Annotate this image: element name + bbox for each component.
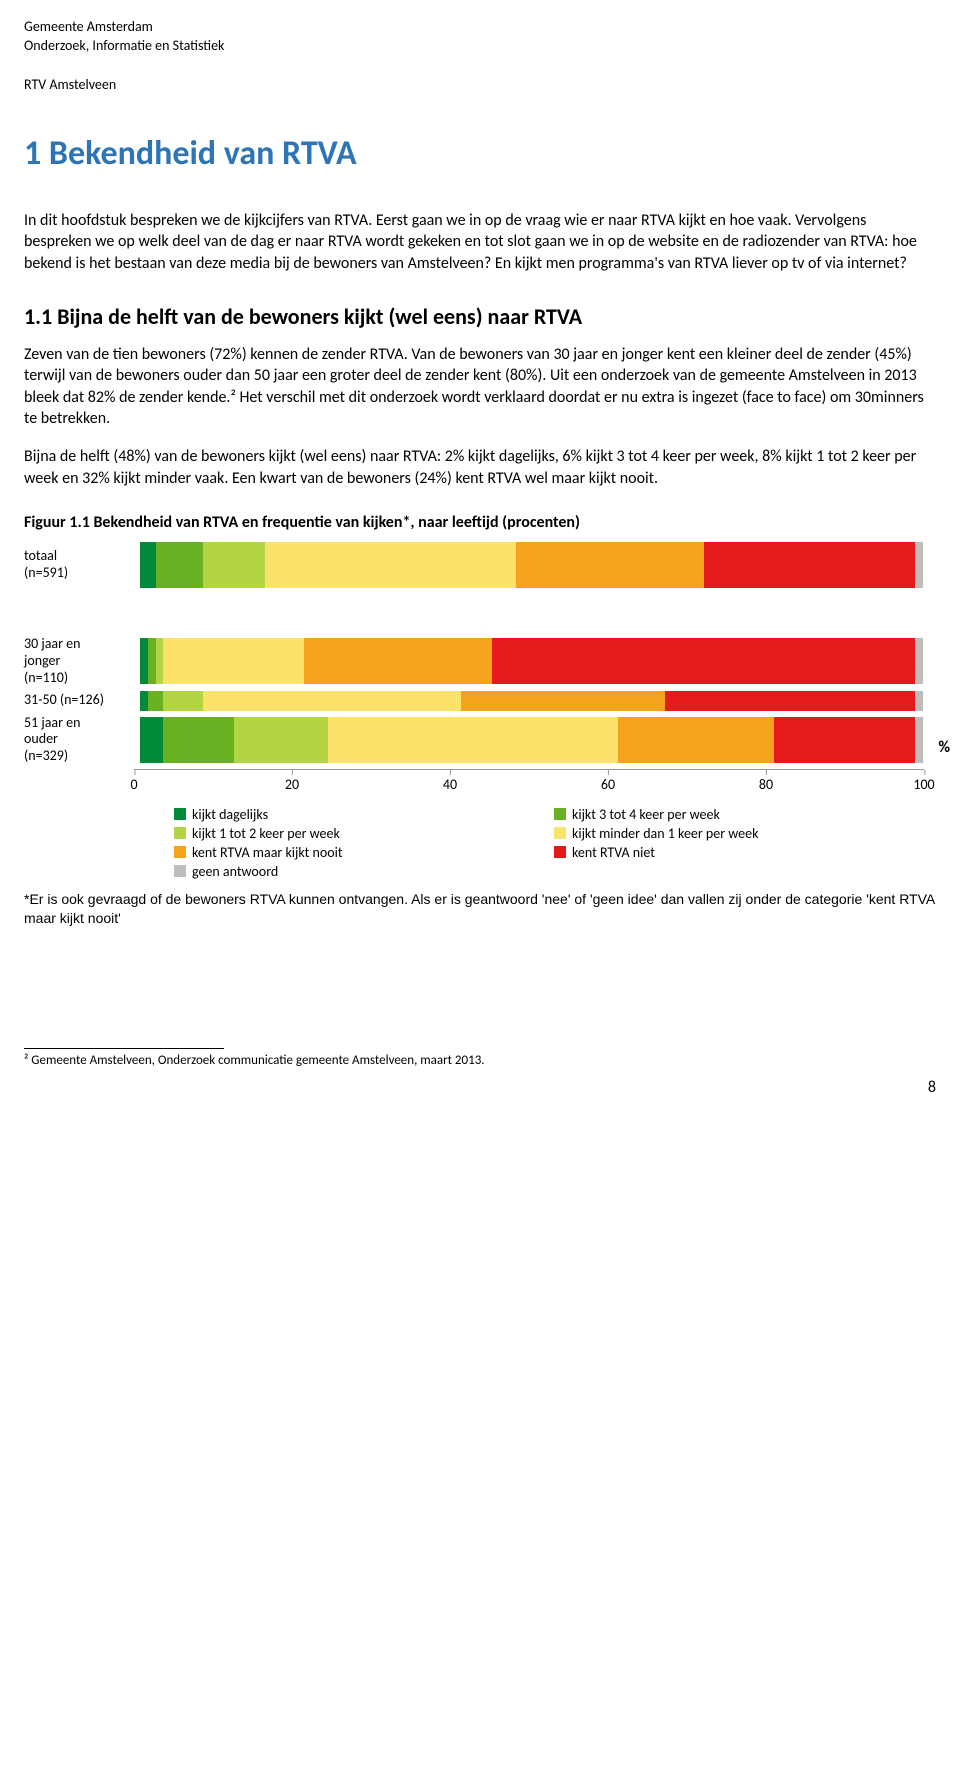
chart-row: 31-50 (n=126) <box>24 691 924 711</box>
legend-swatch <box>554 827 566 839</box>
footnote-text: ² Gemeente Amstelveen, Onderzoek communi… <box>24 1053 936 1068</box>
chart-bar-segment <box>665 691 916 711</box>
chart-bar-track <box>140 542 924 588</box>
chart-row-label: totaal(n=591) <box>24 548 140 582</box>
chart-bar-segment <box>203 542 266 588</box>
chart-bar-segment <box>140 691 148 711</box>
chart-bar-segment <box>148 638 156 684</box>
chart-row: 51 jaar enouder(n=329)% <box>24 715 924 765</box>
axis-tick: 80 <box>759 776 773 793</box>
intro-paragraph-1: In dit hoofdstuk bespreken we de kijkcij… <box>24 210 936 275</box>
legend-label: kent RTVA niet <box>572 844 655 861</box>
chart-bar-segment <box>328 717 618 763</box>
chart-row-label: 51 jaar enouder(n=329) <box>24 715 140 765</box>
legend-label: kijkt minder dan 1 keer per week <box>572 825 758 842</box>
legend-item: kijkt 3 tot 4 keer per week <box>554 806 884 823</box>
legend-swatch <box>554 846 566 858</box>
chart-bar-segment <box>618 717 775 763</box>
chart-bar-segment <box>140 717 163 763</box>
chart-bar-segment <box>516 542 704 588</box>
chart-row: totaal(n=591) <box>24 542 924 588</box>
legend-swatch <box>174 808 186 820</box>
chart-bar-segment <box>140 638 148 684</box>
chart-bar-segment <box>915 691 923 711</box>
legend-label: kent RTVA maar kijkt nooit <box>192 844 343 861</box>
chart-bar-segment <box>774 717 915 763</box>
chart-row: 30 jaar enjonger(n=110) <box>24 636 924 686</box>
page-header: Gemeente Amsterdam Onderzoek, Informatie… <box>24 18 936 56</box>
heading-1-1: 1.1 Bijna de helft van de bewoners kijkt… <box>24 303 936 330</box>
header-line-2: Onderzoek, Informatie en Statistiek <box>24 37 936 56</box>
chart-bar-segment <box>492 638 915 684</box>
axis-tick: 20 <box>285 776 299 793</box>
chart-footnote: *Er is ook gevraagd of de bewoners RTVA … <box>24 890 936 928</box>
chart-bar-segment <box>148 691 164 711</box>
legend-label: kijkt 1 tot 2 keer per week <box>192 825 340 842</box>
legend-swatch <box>174 846 186 858</box>
axis-tick: 100 <box>913 776 934 793</box>
chart-bar-segment <box>265 542 516 588</box>
chart-row-label: 30 jaar enjonger(n=110) <box>24 636 140 686</box>
chart-bar-segment <box>915 638 923 684</box>
percent-symbol: % <box>938 738 950 757</box>
page-number: 8 <box>24 1078 936 1097</box>
heading-1: 1 Bekendheid van RTVA <box>24 133 936 174</box>
figure-caption: Figuur 1.1 Bekendheid van RTVA en freque… <box>24 513 936 532</box>
legend-label: kijkt 3 tot 4 keer per week <box>572 806 720 823</box>
chart-bar-segment <box>156 638 164 684</box>
legend-swatch <box>174 827 186 839</box>
chart-bar-segment <box>203 691 461 711</box>
body-paragraph-2: Bijna de helft (48%) van de bewoners kij… <box>24 446 936 489</box>
chart-bar-segment <box>915 717 923 763</box>
chart-legend: kijkt dagelijks kijkt 3 tot 4 keer per we… <box>174 806 924 882</box>
header-line-1: Gemeente Amsterdam <box>24 18 936 37</box>
chart-bar-segment <box>163 638 304 684</box>
legend-item: kijkt minder dan 1 keer per week <box>554 825 884 842</box>
chart-bar-segment <box>156 542 203 588</box>
legend-item: kijkt 1 tot 2 keer per week <box>174 825 504 842</box>
chart-x-axis: 020406080100 <box>134 769 924 796</box>
chart-bar-segment <box>304 638 492 684</box>
legend-item: kijkt dagelijks <box>174 806 504 823</box>
header-line-3: RTV Amstelveen <box>24 76 936 93</box>
body-paragraph-1: Zeven van de tien bewoners (72%) kennen … <box>24 344 936 430</box>
footnote-rule <box>24 1048 224 1049</box>
chart-bar-segment <box>461 691 665 711</box>
legend-item: geen antwoord <box>174 863 504 880</box>
chart-bar-track <box>140 691 924 711</box>
chart-bar-segment <box>140 542 156 588</box>
legend-item: kent RTVA niet <box>554 844 884 861</box>
chart-bar-segment <box>163 717 233 763</box>
legend-label: geen antwoord <box>192 863 278 880</box>
legend-swatch <box>554 808 566 820</box>
axis-tick: 0 <box>130 776 137 793</box>
stacked-bar-chart: totaal(n=591) 30 jaar enjonger(n=110) 31-5… <box>24 542 924 882</box>
chart-bar-track <box>140 638 924 684</box>
chart-bar-segment <box>915 542 923 588</box>
chart-bar-track <box>140 717 924 763</box>
chart-bar-segment <box>163 691 202 711</box>
chart-bar-segment <box>234 717 328 763</box>
legend-label: kijkt dagelijks <box>192 806 268 823</box>
axis-tick: 40 <box>443 776 457 793</box>
axis-tick: 60 <box>601 776 615 793</box>
chart-bar-segment <box>704 542 915 588</box>
chart-row-label: 31-50 (n=126) <box>24 692 140 709</box>
legend-item: kent RTVA maar kijkt nooit <box>174 844 504 861</box>
legend-swatch <box>174 865 186 877</box>
